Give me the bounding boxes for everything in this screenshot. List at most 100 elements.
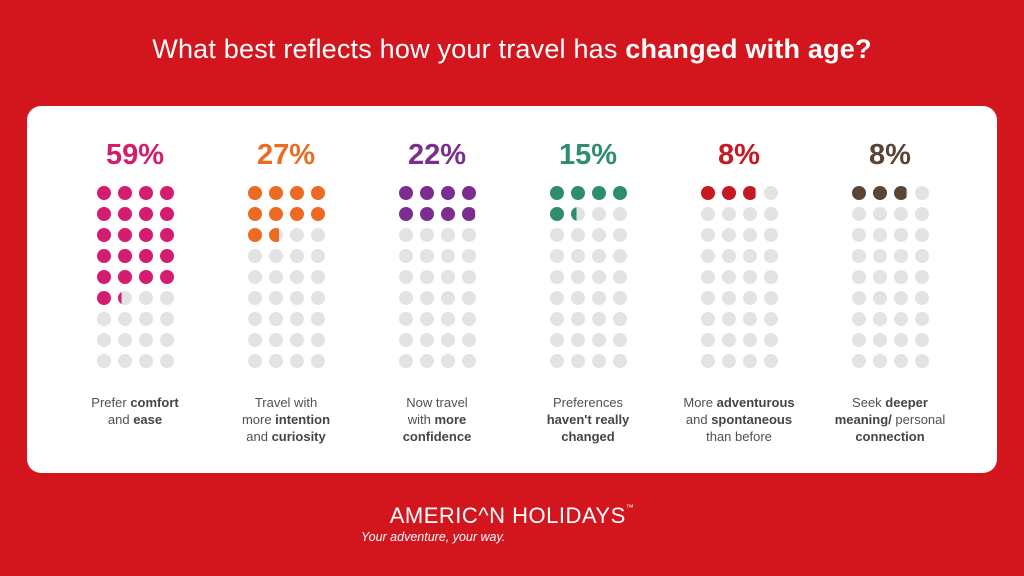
waffle-dot — [268, 333, 283, 347]
waffle-dot — [721, 228, 736, 242]
waffle-dot — [851, 354, 866, 368]
waffle-dot — [700, 333, 715, 347]
waffle-dot — [851, 207, 866, 221]
waffle-dot — [549, 354, 564, 368]
waffle-dot — [398, 312, 413, 326]
waffle-dot — [117, 354, 132, 368]
waffle-dot — [461, 333, 476, 347]
waffle-dot — [872, 207, 887, 221]
waffle-dot — [570, 291, 585, 305]
waffle-dot — [268, 312, 283, 326]
waffle-dot — [914, 291, 929, 305]
waffle-dot — [419, 291, 434, 305]
brand-logo: AMERIC^N HOLIDAYS™ — [0, 503, 1024, 529]
waffle-dot — [914, 312, 929, 326]
waffle-dot — [138, 186, 153, 200]
waffle-dot — [851, 333, 866, 347]
waffle-dot — [419, 249, 434, 263]
waffle-dot — [591, 249, 606, 263]
waffle-dot — [549, 291, 564, 305]
waffle-dot — [440, 270, 455, 284]
waffle-dot — [461, 354, 476, 368]
waffle-dot — [742, 312, 757, 326]
waffle-dot — [461, 270, 476, 284]
waffle-dot — [117, 312, 132, 326]
waffle-dot — [763, 207, 778, 221]
waffle-dot — [289, 228, 304, 242]
waffle-dot — [570, 186, 585, 200]
percentage-value: 22% — [407, 139, 467, 171]
waffle-dot — [440, 333, 455, 347]
waffle-dot — [268, 207, 283, 221]
waffle-dot — [851, 249, 866, 263]
percentage-value: 8% — [718, 139, 760, 171]
title-emphasis: changed with age? — [625, 34, 872, 64]
percentage-value: 15% — [558, 139, 618, 171]
waffle-dot — [159, 270, 174, 284]
category-label: Prefer comfort and ease — [91, 395, 179, 427]
waffle-dot — [591, 333, 606, 347]
waffle-dot — [138, 312, 153, 326]
waffle-dot — [914, 333, 929, 347]
waffle-dot — [700, 186, 715, 200]
waffle-dot — [117, 186, 132, 200]
waffle-dot — [549, 333, 564, 347]
waffle-dot — [851, 291, 866, 305]
waffle-dot — [268, 186, 283, 200]
waffle-dot — [117, 228, 132, 242]
waffle-dot — [914, 186, 929, 200]
waffle-dot — [549, 186, 564, 200]
waffle-dot — [700, 249, 715, 263]
waffle-dot — [440, 207, 455, 221]
waffle-dot — [159, 333, 174, 347]
waffle-dot — [96, 207, 111, 221]
waffle-dot — [914, 354, 929, 368]
waffle-dot — [138, 249, 153, 263]
waffle-dot — [742, 270, 757, 284]
waffle-dot — [591, 270, 606, 284]
waffle-dot — [763, 249, 778, 263]
waffle-dot — [419, 186, 434, 200]
waffle-dot — [159, 312, 174, 326]
waffle-dot — [268, 228, 283, 242]
waffle-dot — [310, 291, 325, 305]
waffle-dot — [398, 291, 413, 305]
chart-card: 59% Prefer comfort and ease 27% Travel with m… — [27, 106, 997, 473]
waffle-dot — [893, 249, 908, 263]
waffle-dot — [742, 333, 757, 347]
waffle-dot — [138, 207, 153, 221]
waffle-dot — [419, 228, 434, 242]
waffle-dot — [247, 186, 262, 200]
waffle-dot — [247, 312, 262, 326]
waffle-dot — [117, 291, 132, 305]
waffle-dot — [289, 312, 304, 326]
waffle-dot — [914, 207, 929, 221]
waffle-dot — [419, 354, 434, 368]
waffle-dot — [549, 249, 564, 263]
waffle-dot — [591, 207, 606, 221]
waffle-dot — [289, 354, 304, 368]
waffle-dot — [721, 270, 736, 284]
waffle-dot — [612, 312, 627, 326]
waffle-dot — [763, 228, 778, 242]
waffle-dot — [440, 354, 455, 368]
waffle-dot — [247, 228, 262, 242]
waffle-dot — [700, 354, 715, 368]
waffle-dot — [763, 312, 778, 326]
waffle-dot — [872, 228, 887, 242]
waffle-dot — [461, 186, 476, 200]
category-label: More adventurous and spontaneous than befo… — [683, 395, 795, 444]
waffle-dot — [721, 186, 736, 200]
waffle-dot — [310, 270, 325, 284]
waffle-dot — [268, 249, 283, 263]
waffle-dot — [289, 207, 304, 221]
waffle-dot — [700, 312, 715, 326]
waffle-dot — [763, 186, 778, 200]
waffle-dot — [570, 312, 585, 326]
waffle-dot — [138, 291, 153, 305]
waffle-dot — [159, 228, 174, 242]
waffle-dot — [612, 249, 627, 263]
waffle-dot — [268, 291, 283, 305]
waffle-dot — [893, 333, 908, 347]
waffle-dot — [549, 207, 564, 221]
